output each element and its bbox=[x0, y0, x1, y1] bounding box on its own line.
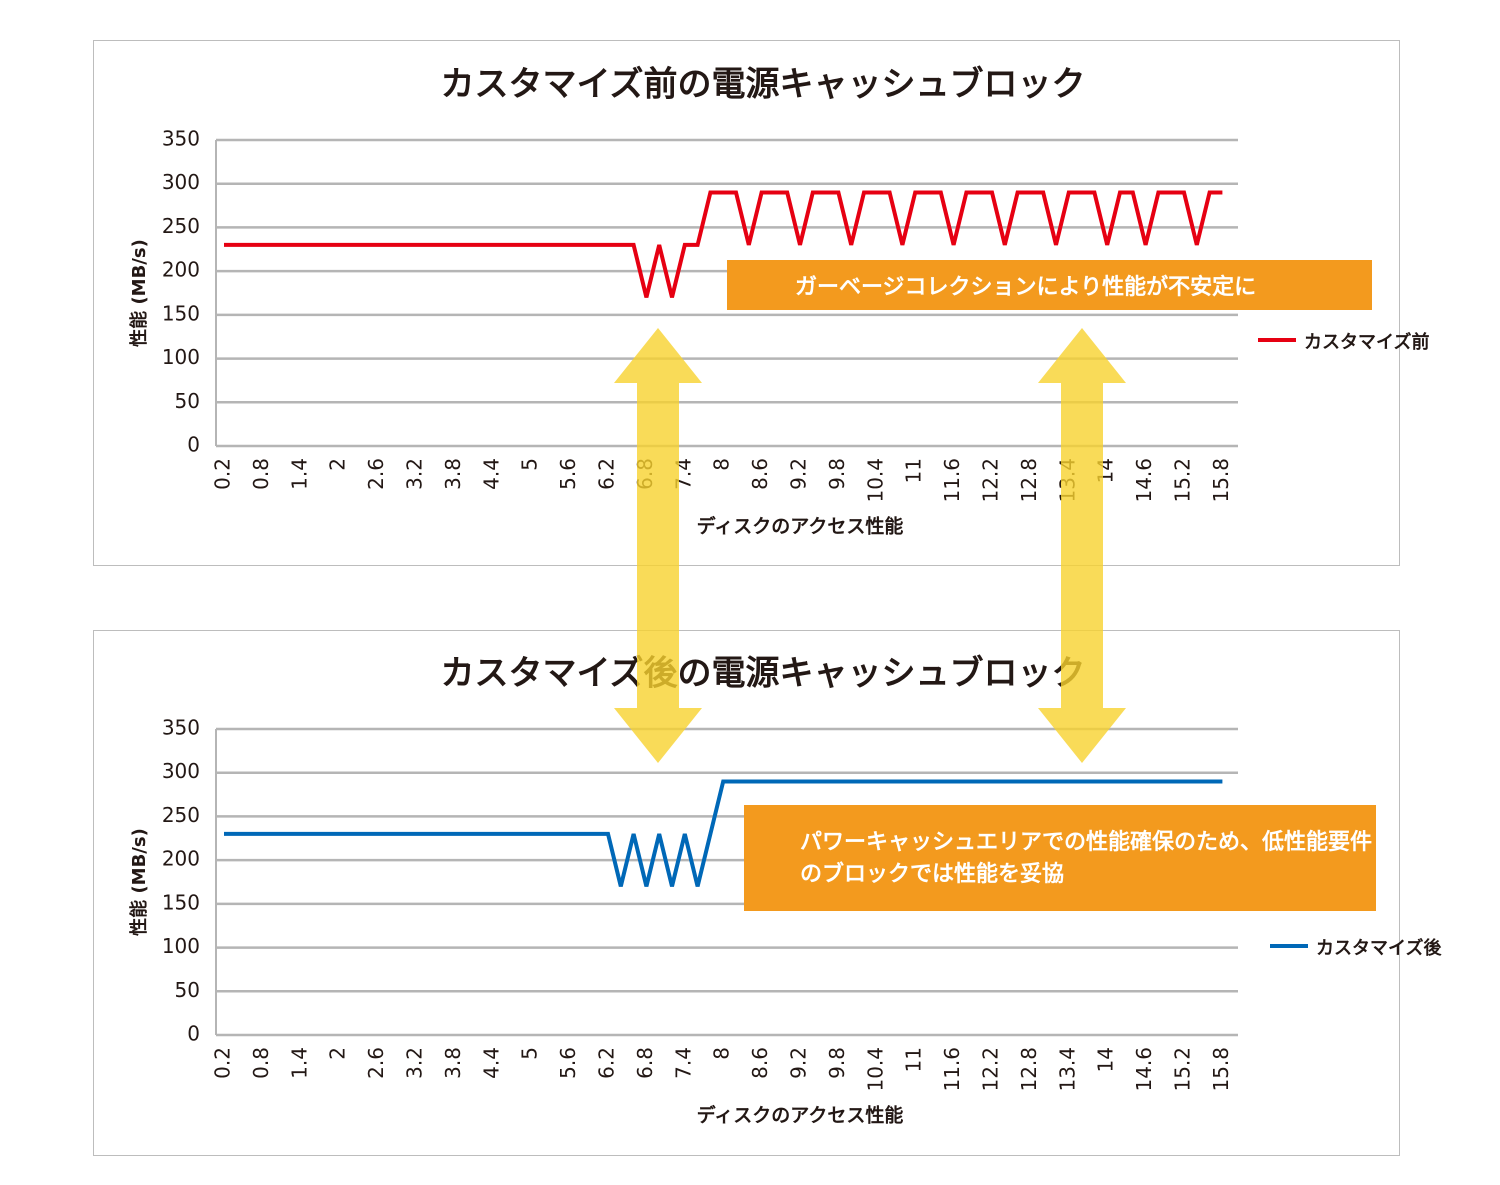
x-tick-label: 14.6 bbox=[1132, 1047, 1156, 1092]
x-tick-label: 2.6 bbox=[364, 1047, 388, 1079]
x-tick-label: 2 bbox=[326, 1047, 350, 1060]
x-tick-label: 0.8 bbox=[249, 458, 273, 490]
x-tick-label: 5 bbox=[518, 458, 542, 471]
x-tick-label: 6.2 bbox=[595, 1047, 619, 1079]
y-tick-label: 100 bbox=[162, 934, 200, 958]
x-tick-label: 2.6 bbox=[364, 458, 388, 490]
y-tick-label: 50 bbox=[175, 978, 200, 1002]
y-tick-label: 250 bbox=[162, 803, 200, 827]
x-tick-label: 0.2 bbox=[211, 458, 235, 490]
y-tick-label: 0 bbox=[187, 433, 200, 457]
x-tick-label: 7.4 bbox=[671, 1047, 695, 1079]
x-tick-label: 9.2 bbox=[787, 1047, 811, 1079]
y-tick-label: 200 bbox=[162, 258, 200, 282]
x-tick-label: 14 bbox=[1094, 458, 1118, 483]
x-tick-label: 10.4 bbox=[863, 1047, 887, 1092]
x-tick-label: 3.2 bbox=[403, 1047, 427, 1079]
x-tick-label: 12.2 bbox=[979, 458, 1003, 503]
legend-label: カスタマイズ前 bbox=[1304, 332, 1430, 353]
x-tick-label: 15.2 bbox=[1171, 458, 1195, 503]
x-axis-label: ディスクのアクセス性能 bbox=[697, 1104, 904, 1127]
legend-label: カスタマイズ後 bbox=[1316, 938, 1442, 959]
y-tick-label: 100 bbox=[162, 345, 200, 369]
x-tick-label: 15.8 bbox=[1209, 458, 1233, 503]
x-tick-label: 12.8 bbox=[1017, 1047, 1041, 1092]
x-tick-label: 5 bbox=[518, 1047, 542, 1060]
x-axis-label: ディスクのアクセス性能 bbox=[697, 515, 904, 538]
x-tick-label: 15.2 bbox=[1171, 1047, 1195, 1092]
x-tick-label: 9.8 bbox=[825, 458, 849, 490]
x-tick-label: 11 bbox=[902, 458, 926, 483]
data-line bbox=[224, 779, 1223, 887]
chart-title: カスタマイズ前の電源キャッシュブロック bbox=[441, 65, 1086, 105]
x-tick-label: 6.2 bbox=[595, 458, 619, 490]
x-tick-label: 10.4 bbox=[863, 458, 887, 503]
x-tick-label: 13.4 bbox=[1055, 1047, 1079, 1092]
x-tick-label: 5.6 bbox=[556, 458, 580, 490]
x-tick-label: 8 bbox=[710, 458, 734, 471]
x-tick-label: 11.6 bbox=[940, 458, 964, 503]
chart-title: カスタマイズ後の電源キャッシュブロック bbox=[441, 654, 1086, 694]
panel bbox=[93, 40, 1400, 566]
x-tick-label: 7.4 bbox=[671, 458, 695, 490]
x-tick-label: 11 bbox=[902, 1047, 926, 1072]
x-tick-label: 2 bbox=[326, 458, 350, 471]
y-tick-label: 150 bbox=[162, 301, 200, 325]
x-tick-label: 14 bbox=[1094, 1047, 1118, 1072]
panel bbox=[93, 630, 1400, 1156]
x-tick-label: 0.2 bbox=[211, 1047, 235, 1079]
y-tick-label: 350 bbox=[162, 716, 200, 740]
x-tick-label: 8.6 bbox=[748, 1047, 772, 1079]
y-tick-label: 150 bbox=[162, 890, 200, 914]
x-tick-label: 1.4 bbox=[287, 1047, 311, 1079]
x-tick-label: 4.4 bbox=[479, 458, 503, 490]
x-tick-label: 5.6 bbox=[556, 1047, 580, 1079]
y-axis-label: 性能 (MB/s) bbox=[128, 239, 150, 347]
x-tick-label: 4.4 bbox=[479, 1047, 503, 1079]
x-tick-label: 3.8 bbox=[441, 1047, 465, 1079]
x-tick-label: 14.6 bbox=[1132, 458, 1156, 503]
annotation: パワーキャッシュエリアでの性能確保のため、低性能要件のブロックでは性能を妥協 bbox=[744, 805, 1376, 911]
x-tick-label: 12.2 bbox=[979, 1047, 1003, 1092]
x-tick-label: 13.4 bbox=[1055, 458, 1079, 503]
y-tick-label: 50 bbox=[175, 389, 200, 413]
x-tick-label: 6.8 bbox=[633, 1047, 657, 1079]
y-tick-label: 350 bbox=[162, 127, 200, 151]
x-tick-label: 3.2 bbox=[403, 458, 427, 490]
data-line bbox=[224, 190, 1223, 298]
x-tick-label: 12.8 bbox=[1017, 458, 1041, 503]
y-tick-label: 300 bbox=[162, 759, 200, 783]
y-tick-label: 250 bbox=[162, 214, 200, 238]
annotation: ガーベージコレクションにより性能が不安定に bbox=[727, 260, 1372, 310]
y-tick-label: 200 bbox=[162, 847, 200, 871]
x-tick-label: 8 bbox=[710, 1047, 734, 1060]
x-tick-label: 3.8 bbox=[441, 458, 465, 490]
x-tick-label: 1.4 bbox=[287, 458, 311, 490]
x-tick-label: 9.8 bbox=[825, 1047, 849, 1079]
y-tick-label: 300 bbox=[162, 170, 200, 194]
x-tick-label: 6.8 bbox=[633, 458, 657, 490]
y-axis-label: 性能 (MB/s) bbox=[128, 828, 150, 936]
x-tick-label: 8.6 bbox=[748, 458, 772, 490]
y-tick-label: 0 bbox=[187, 1022, 200, 1046]
x-tick-label: 9.2 bbox=[787, 458, 811, 490]
x-tick-label: 11.6 bbox=[940, 1047, 964, 1092]
x-tick-label: 15.8 bbox=[1209, 1047, 1233, 1092]
x-tick-label: 0.8 bbox=[249, 1047, 273, 1079]
